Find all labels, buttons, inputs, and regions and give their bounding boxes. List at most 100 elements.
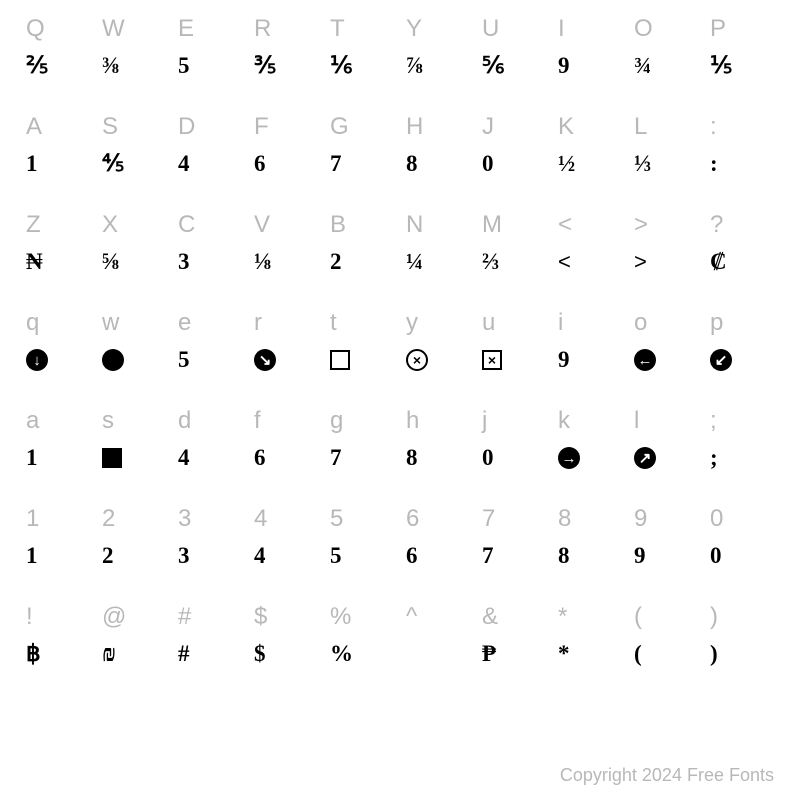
key-label: Y — [406, 12, 423, 46]
charmap-cell: d4 — [172, 404, 248, 502]
glyph: 1 — [26, 538, 38, 574]
key-label: u — [482, 306, 496, 340]
charmap-cell: )) — [704, 600, 780, 698]
charmap-cell: $$ — [248, 600, 324, 698]
key-label: L — [634, 110, 648, 144]
glyph: 7 — [330, 146, 342, 182]
glyph: 0 — [710, 538, 722, 574]
glyph: % — [330, 636, 353, 672]
key-label: C — [178, 208, 196, 242]
outline-square-icon — [330, 350, 350, 370]
glyph: 0 — [482, 146, 494, 182]
glyph: 8 — [558, 538, 570, 574]
glyph: 5 — [178, 48, 190, 84]
key-label: r — [254, 306, 263, 340]
key-label: l — [634, 404, 640, 438]
charmap-cell: >> — [628, 208, 704, 306]
glyph: ⅕ — [710, 48, 732, 84]
key-label: j — [482, 404, 488, 438]
glyph: : — [710, 146, 718, 182]
glyph: × — [406, 342, 428, 378]
charmap-cell: Q⅖ — [20, 12, 96, 110]
charmap-cell: g7 — [324, 404, 400, 502]
charmap-cell: ^ — [400, 600, 476, 698]
glyph: ⅘ — [102, 146, 124, 182]
charmap-cell: V⅛ — [248, 208, 324, 306]
glyph: 7 — [330, 440, 342, 476]
key-label: W — [102, 12, 125, 46]
key-label: E — [178, 12, 195, 46]
key-label: g — [330, 404, 344, 438]
key-label: V — [254, 208, 271, 242]
glyph: ( — [634, 636, 642, 672]
charmap-cell: 00 — [704, 502, 780, 600]
glyph: 9 — [558, 48, 570, 84]
charmap-cell: f6 — [248, 404, 324, 502]
charmap-cell: :: — [704, 110, 780, 208]
charmap-cell: P⅕ — [704, 12, 780, 110]
charmap-cell: Y⅞ — [400, 12, 476, 110]
charmap-cell: R⅗ — [248, 12, 324, 110]
glyph: ↗ — [634, 440, 656, 476]
glyph — [102, 342, 124, 378]
charmap-cell: u× — [476, 306, 552, 404]
key-label: Z — [26, 208, 41, 242]
solid-circle-icon — [102, 349, 124, 371]
key-label: Q — [26, 12, 45, 46]
charmap-cell: << — [552, 208, 628, 306]
charmap-cell: k→ — [552, 404, 628, 502]
character-map-grid: Q⅖W⅜E5R⅗T⅙Y⅞U⅚I9O¾P⅕A1S⅘D4F6G7H8J0K½L⅓::… — [0, 0, 800, 698]
glyph: 8 — [406, 146, 418, 182]
key-label: J — [482, 110, 495, 144]
key-label: P — [710, 12, 727, 46]
charmap-cell: 99 — [628, 502, 704, 600]
glyph: ⅞ — [406, 48, 423, 84]
key-label: A — [26, 110, 43, 144]
key-label: s — [102, 404, 115, 438]
glyph: 9 — [558, 342, 570, 378]
glyph: ฿ — [26, 636, 41, 672]
key-label: ( — [634, 600, 643, 634]
key-label: p — [710, 306, 724, 340]
glyph: 0 — [482, 440, 494, 476]
glyph: ⅝ — [102, 244, 119, 280]
key-label: 4 — [254, 502, 268, 536]
key-label: B — [330, 208, 347, 242]
glyph: ⅚ — [482, 48, 504, 84]
arrow-circle-icon: ↗ — [634, 447, 656, 469]
charmap-cell: 33 — [172, 502, 248, 600]
glyph: ↘ — [254, 342, 276, 378]
key-label: K — [558, 110, 575, 144]
key-label: 7 — [482, 502, 496, 536]
glyph: > — [634, 244, 647, 280]
charmap-cell: 88 — [552, 502, 628, 600]
key-label: X — [102, 208, 119, 242]
key-label: 8 — [558, 502, 572, 536]
charmap-cell: ?₡ — [704, 208, 780, 306]
glyph: ⅗ — [254, 48, 276, 84]
charmap-cell: W⅜ — [96, 12, 172, 110]
key-label: # — [178, 600, 192, 634]
glyph: × — [482, 342, 502, 378]
key-label: M — [482, 208, 503, 242]
key-label: 1 — [26, 502, 40, 536]
glyph: ⅔ — [482, 244, 499, 280]
key-label: q — [26, 306, 40, 340]
key-label: F — [254, 110, 269, 144]
glyph: 9 — [634, 538, 646, 574]
charmap-cell: C3 — [172, 208, 248, 306]
charmap-cell: 11 — [20, 502, 96, 600]
charmap-cell: e5 — [172, 306, 248, 404]
key-label: T — [330, 12, 345, 46]
arrow-circle-icon: → — [558, 447, 580, 469]
charmap-cell: ## — [172, 600, 248, 698]
key-label: 0 — [710, 502, 724, 536]
circle-x-icon: × — [406, 349, 428, 371]
key-label: I — [558, 12, 565, 46]
glyph: 6 — [254, 440, 266, 476]
charmap-cell: 55 — [324, 502, 400, 600]
glyph: ⅓ — [634, 146, 651, 182]
key-label: y — [406, 306, 419, 340]
glyph: 6 — [254, 146, 266, 182]
key-label: d — [178, 404, 192, 438]
